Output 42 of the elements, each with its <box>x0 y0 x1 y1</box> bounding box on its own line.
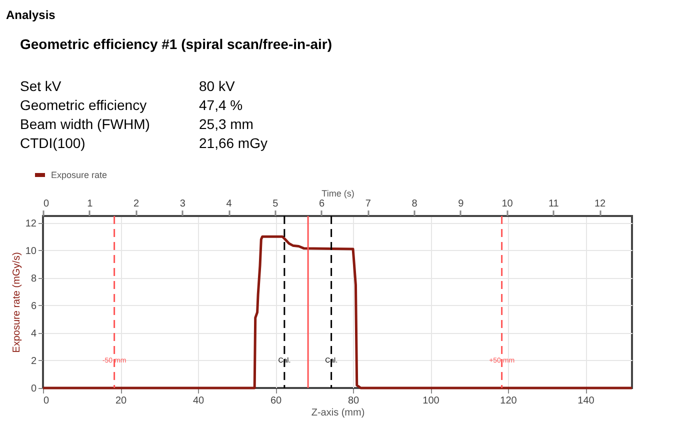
x2-tick-label: 4 <box>226 198 232 210</box>
x-tick-label: 80 <box>348 396 360 406</box>
text: 80 kV <box>199 78 236 94</box>
y-tick-label: 0 <box>30 384 37 394</box>
x2-tick-label: 10 <box>502 198 514 210</box>
y-tick-label: 6 <box>30 300 37 312</box>
x2-axis-title: Time (s) <box>322 188 354 198</box>
x2-tick-label: 3 <box>180 198 186 210</box>
x2-tick-label: 9 <box>458 198 464 210</box>
y-tick-label: 8 <box>30 273 37 284</box>
x2-tick-label: 0 <box>44 198 50 210</box>
text: Geometric efficiency <box>20 97 147 113</box>
y-tick-label: 2 <box>30 356 37 367</box>
x-tick-label: 140 <box>578 396 595 406</box>
y-tick-label: 12 <box>25 218 37 230</box>
y-axis-title: Exposure rate (mGy/s) <box>11 252 22 353</box>
text: Analysis <box>6 8 56 22</box>
x2-tick-label: 11 <box>548 198 560 210</box>
chart-title: Geometric efficiency #1 (spiral scan/free-in-air) <box>20 36 332 52</box>
y-tick-label: 4 <box>30 328 37 340</box>
x-tick-label: 100 <box>422 396 440 406</box>
x2-tick-label: 7 <box>365 198 372 210</box>
x-tick-label: 60 <box>270 396 282 406</box>
x2-tick-label: 5 <box>272 198 279 210</box>
x2-tick-label: 1 <box>87 198 94 210</box>
text: 21,66 mGy <box>199 135 268 151</box>
x-tick-label: 20 <box>115 396 127 406</box>
x2-tick-label: 12 <box>594 198 606 210</box>
x-axis-title: Z-axis (mm) <box>311 408 365 418</box>
x-tick-label: 40 <box>192 396 204 406</box>
text: CTDI(100) <box>20 135 86 151</box>
y-tick-label: 10 <box>25 246 37 257</box>
text: 25,3 mm <box>199 116 254 132</box>
x2-tick-label: 6 <box>318 198 325 210</box>
text: 47,4 % <box>199 97 243 113</box>
text: Beam width (FWHM) <box>20 116 150 132</box>
x-tick-label: 0 <box>44 396 50 406</box>
legend-label: Exposure rate <box>51 170 108 180</box>
text: Set kV <box>20 78 62 94</box>
x-tick-label: 120 <box>500 396 518 406</box>
x2-tick-label: 8 <box>412 198 418 210</box>
x2-tick-label: 2 <box>133 198 140 210</box>
